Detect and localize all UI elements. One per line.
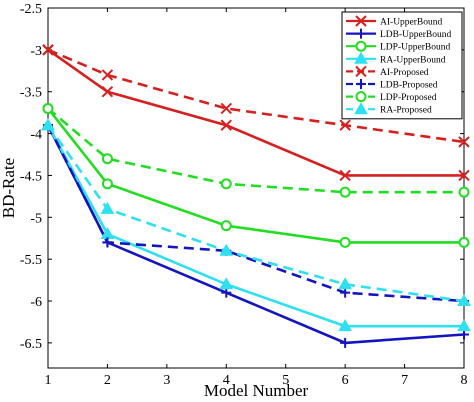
marker-stroke <box>339 119 351 131</box>
axis-ticks: 1 2 3 4 5 6 7 8 -6.5 -6 -5.5 -5 -4.5 -4 -3.5 -3 -2.5 <box>20 2 468 388</box>
x-tick-label: 2 <box>104 373 111 388</box>
legend-entry: AI-Proposed <box>346 65 429 78</box>
data-point <box>101 153 113 165</box>
legend-entry: AI-UpperBound <box>346 15 443 28</box>
legend-entry: LDP-UpperBound <box>346 40 450 53</box>
series-ra-upperbound <box>41 118 471 332</box>
data-point <box>101 86 114 98</box>
x-tick-label: 8 <box>461 373 468 388</box>
legend-swatch-marker <box>354 51 368 64</box>
y-axis-label: BD-Rate <box>0 158 18 218</box>
series-ai-proposed <box>42 44 470 148</box>
x-tick-label: 6 <box>342 373 349 388</box>
legend-swatch-marker <box>355 91 367 103</box>
data-point <box>458 236 470 248</box>
data-point <box>42 102 54 114</box>
data-point <box>340 287 351 298</box>
data-point <box>457 294 471 307</box>
data-point <box>100 201 115 214</box>
data-point <box>41 118 55 131</box>
legend-entry: LDP-Proposed <box>346 91 437 103</box>
data-point <box>458 136 470 148</box>
series-ldp-proposed <box>42 102 470 198</box>
series-line <box>46 124 465 303</box>
data-point <box>220 102 232 115</box>
data-point <box>339 186 351 198</box>
data-point <box>338 277 353 290</box>
y-tick-label: -5.5 <box>20 253 42 268</box>
marker-stroke <box>42 44 54 56</box>
data-point <box>221 287 232 298</box>
legend-swatch-marker <box>355 15 367 27</box>
legend-label: RA-UpperBound <box>380 55 446 65</box>
legend-label: RA-Proposed <box>380 106 432 116</box>
y-tick-label: -5 <box>30 211 42 226</box>
data-point <box>458 186 470 198</box>
data-point <box>220 220 232 232</box>
marker-stroke <box>458 136 470 148</box>
marker-stroke <box>355 65 367 78</box>
y-tick-label: -2.5 <box>20 2 42 17</box>
data-point <box>339 119 351 131</box>
legend-swatch-marker <box>355 40 367 52</box>
legend-swatch-marker <box>354 102 368 115</box>
data-point <box>219 277 234 290</box>
y-tick-label: -3.5 <box>20 86 42 101</box>
legend-label: LDB-UpperBound <box>380 30 451 40</box>
data-point <box>42 44 54 56</box>
y-tick-label: -6 <box>30 295 42 310</box>
x-tick-label: 4 <box>223 373 230 388</box>
legend-swatch-marker <box>355 65 367 78</box>
legend-entry: RA-Proposed <box>346 102 432 116</box>
x-axis-label: Model Number <box>204 381 309 400</box>
marker-stroke <box>101 86 114 98</box>
legend-label: AI-Proposed <box>380 68 429 78</box>
data-point <box>101 69 114 81</box>
data-point <box>339 169 351 182</box>
marker-stroke <box>458 169 470 182</box>
marker-stroke <box>339 169 351 182</box>
x-tick-label: 5 <box>282 373 289 388</box>
legend: AI-UpperBound LDB-UpperBound LDP-UpperBoun… <box>341 11 463 120</box>
data-point <box>339 236 351 248</box>
data-point <box>219 243 234 256</box>
marker-stroke <box>101 69 114 81</box>
y-tick-label: -3 <box>30 44 42 59</box>
series-ra-proposed <box>41 118 471 307</box>
marker-stroke <box>355 15 367 27</box>
legend-label: LDB-Proposed <box>380 81 438 91</box>
legend-entry: RA-UpperBound <box>346 51 446 65</box>
y-tick-label: -4 <box>30 128 42 143</box>
x-tick-label: 3 <box>163 373 170 388</box>
x-tick-label: 1 <box>45 373 52 388</box>
y-tick-label: -6.5 <box>20 337 42 352</box>
legend-label: LDP-UpperBound <box>380 43 450 53</box>
data-point <box>102 237 113 248</box>
legend-entry: LDB-UpperBound <box>346 28 451 40</box>
series-lines <box>41 44 471 348</box>
y-tick-label: -4.5 <box>20 169 42 184</box>
legend-label: AI-UpperBound <box>380 18 443 28</box>
x-tick-label: 7 <box>401 373 408 388</box>
data-point <box>340 337 351 348</box>
data-point <box>458 169 470 182</box>
data-point <box>220 119 232 131</box>
legend-swatch-marker <box>356 28 366 39</box>
legend-entry: LDB-Proposed <box>346 79 438 91</box>
data-point <box>101 178 113 190</box>
legend-swatch-marker <box>356 79 366 89</box>
data-point <box>220 178 232 190</box>
marker-stroke <box>220 102 232 115</box>
legend-label: LDP-Proposed <box>380 93 437 103</box>
data-point <box>459 329 469 340</box>
data-point <box>457 319 471 332</box>
marker-stroke <box>220 119 232 131</box>
data-point <box>338 319 353 332</box>
